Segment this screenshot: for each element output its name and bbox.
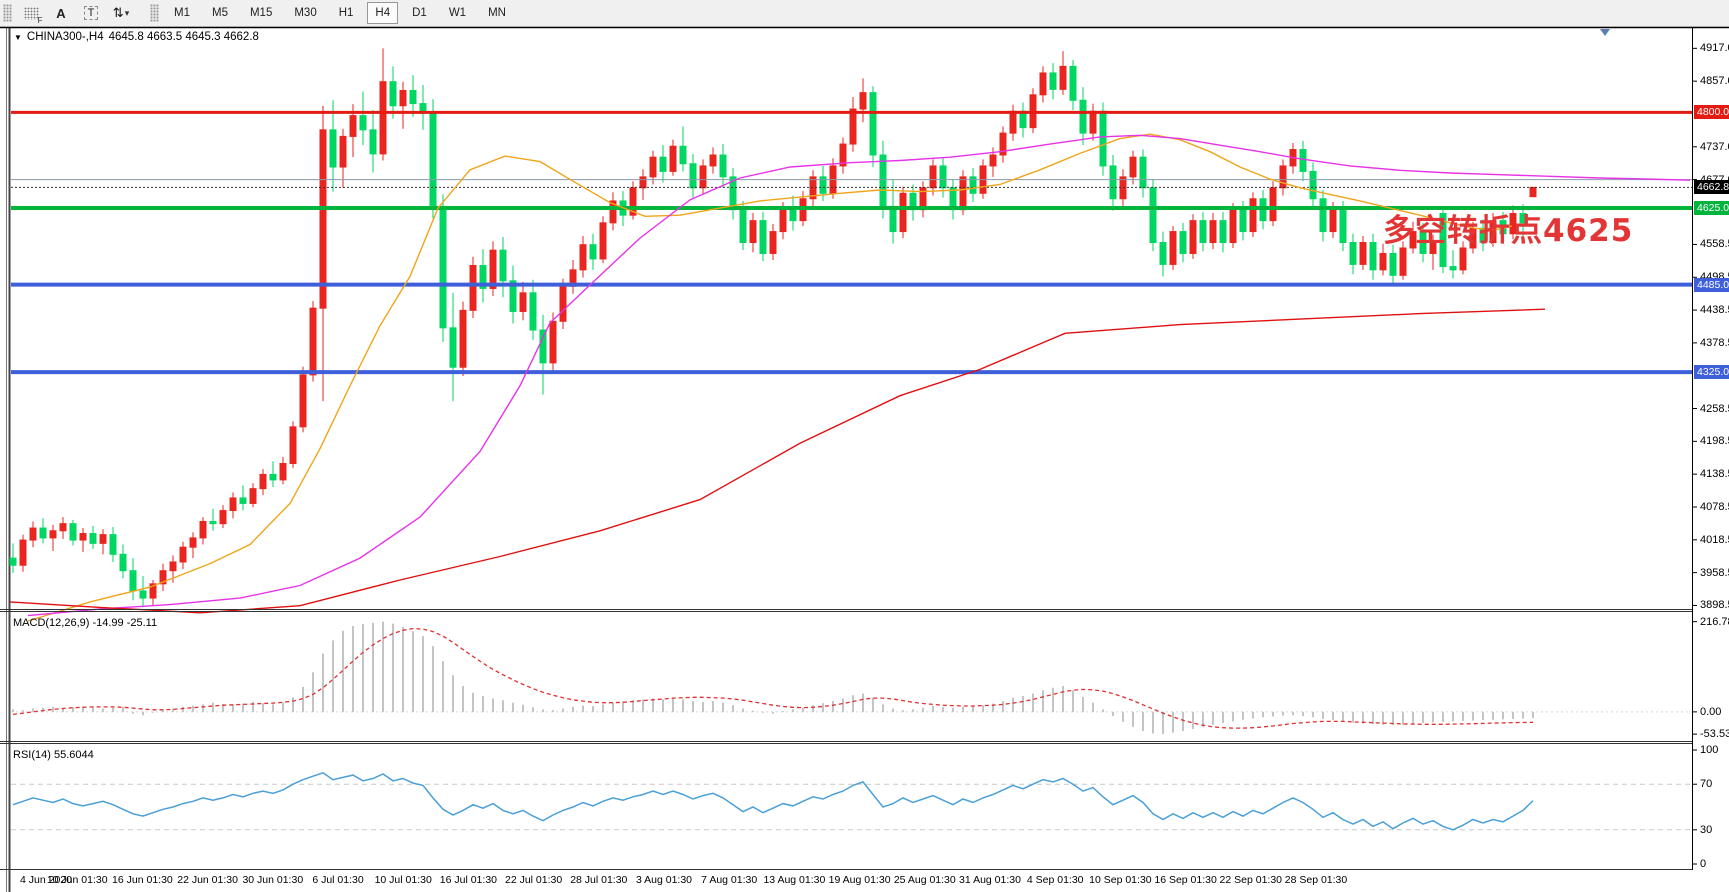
time-label-18: 16 Sep 01:30 (1154, 874, 1217, 886)
price-tag-4485.0: 4485.0 (1694, 277, 1729, 292)
rsi-indicator-label: RSI(14) 55.6044 (13, 749, 94, 761)
timeframe-button-d1[interactable]: D1 (412, 7, 427, 19)
time-label-11: 7 Aug 01:30 (701, 874, 758, 886)
horizontal-lines-layer (11, 110, 1692, 375)
toolbar-grip[interactable] (3, 4, 12, 22)
macd-tick-0.00: 0.00 (1700, 705, 1722, 718)
time-label-6: 10 Jul 01:30 (374, 874, 432, 886)
panel-separators (0, 27, 1693, 870)
price-tag-4325.0: 4325.0 (1694, 365, 1729, 380)
macd-signal-line (12, 627, 1534, 729)
rsi-tick-100: 100 (1700, 744, 1719, 757)
rsi-panel-layer (11, 771, 1692, 831)
time-label-19: 22 Sep 01:30 (1219, 874, 1283, 886)
price-tag-4662.8: 4662.8 (1694, 180, 1729, 195)
price-tick-4917: 4917.0 (1700, 42, 1729, 55)
ma-slow-red (9, 308, 1546, 614)
symbol-ohlc-quote: 4645.8 4663.5 4645.3 4662.8 (108, 31, 259, 43)
time-label-10: 3 Aug 01:30 (635, 874, 693, 886)
cursor-cycle-icon[interactable]: ⇅ ▾ (112, 5, 130, 20)
price-tag-4800.0: 4800.0 (1694, 105, 1729, 120)
time-label-7: 16 Jul 01:30 (439, 874, 497, 886)
timeframe-button-m5[interactable]: M5 (211, 7, 228, 19)
symbol-dropdown-icon[interactable]: ▼ (14, 32, 22, 42)
indicator-grid-icon[interactable]: F (18, 3, 44, 25)
timeframe-button-h4[interactable]: H4 (367, 2, 399, 24)
price-tag-4625.0: 4625.0 (1694, 201, 1729, 216)
timeframe-button-m1[interactable]: M1 (174, 7, 190, 19)
price-tick-4558.5: 4558.5 (1700, 238, 1729, 251)
price-tick-4378.5: 4378.5 (1700, 336, 1729, 349)
timeframe-button-w1[interactable]: W1 (448, 7, 467, 19)
dropdown-caret-icon[interactable]: ▾ (124, 7, 130, 18)
timeframe-button-h1[interactable]: H1 (338, 7, 354, 19)
timeframe-button-m15[interactable]: M15 (249, 7, 273, 19)
axis-ticks (1692, 47, 1697, 865)
chart-window[interactable]: ▼ CHINA300-,H4 4645.8 4663.5 4645.3 4662… (0, 27, 1729, 892)
timeframe-button-m30[interactable]: M30 (294, 7, 317, 19)
top-toolbar: F A T ⇅ ▾ M1 M5 M15 M30 H1 H4 D1 W1 MN (0, 0, 1729, 27)
rsi-tick-0: 0 (1700, 857, 1707, 870)
arrow-tool-icon[interactable]: A (56, 5, 66, 21)
chart-frame (0, 27, 1729, 892)
symbol-name: CHINA300-,H4 (26, 31, 104, 43)
time-label-1: 10 Jun 01:30 (46, 874, 108, 886)
ma-mid-magenta (27, 134, 1691, 617)
time-label-16: 4 Sep 01:30 (1026, 874, 1084, 886)
ma-fast-orange (27, 133, 1513, 622)
time-label-12: 13 Aug 01:30 (763, 874, 826, 886)
text-tool-icon[interactable]: T (78, 3, 104, 23)
price-tick-4078.5: 4078.5 (1700, 500, 1729, 513)
timeframe-button-mn[interactable]: MN (488, 7, 506, 19)
price-tick-4198.5: 4198.5 (1700, 435, 1729, 448)
price-tick-4018.5: 4018.5 (1700, 533, 1729, 546)
price-tick-4737: 4737.0 (1700, 140, 1729, 153)
chart-shift-marker-icon[interactable] (1600, 29, 1610, 36)
rsi-tick-70: 70 (1700, 778, 1713, 791)
indicator-grid-f-label: F (37, 15, 43, 25)
timeframe-bar: M1 M5 M15 M30 H1 H4 D1 W1 MN (163, 2, 517, 24)
price-tick-3958.5: 3958.5 (1700, 566, 1729, 579)
time-label-3: 22 Jun 01:30 (177, 874, 238, 886)
time-label-9: 28 Jul 01:30 (570, 874, 628, 886)
time-label-15: 31 Aug 01:30 (959, 874, 1021, 886)
macd-indicator-label: MACD(12,26,9) -14.99 -25.11 (13, 617, 158, 629)
price-tick-4138.5: 4138.5 (1700, 468, 1729, 481)
timeframe-toolbar-grip[interactable] (150, 4, 159, 22)
time-label-2: 16 Jun 01:30 (112, 874, 173, 886)
time-label-14: 25 Aug 01:30 (893, 874, 956, 886)
time-label-17: 10 Sep 01:30 (1089, 874, 1152, 886)
price-tick-4438.5: 4438.5 (1700, 304, 1729, 317)
rsi-line (12, 771, 1534, 831)
macd-tick--53.53: -53.53 (1700, 728, 1729, 741)
time-label-13: 19 Aug 01:30 (828, 874, 891, 886)
symbol-header[interactable]: ▼ CHINA300-,H4 4645.8 4663.5 4645.3 4662… (14, 31, 259, 43)
macd-tick-216.78: 216.78 (1700, 615, 1729, 628)
pivot-annotation-text: 多空转折点4625 (1383, 213, 1634, 249)
macd-panel-layer (11, 621, 1692, 735)
price-tick-4857: 4857.0 (1700, 75, 1729, 88)
time-label-4: 30 Jun 01:30 (242, 874, 304, 886)
time-label-20: 28 Sep 01:30 (1284, 874, 1348, 886)
time-label-5: 6 Jul 01:30 (312, 874, 364, 886)
time-label-0: 4 Jun 2020 (20, 874, 72, 886)
candles-layer (9, 48, 1537, 608)
chart-canvas[interactable] (0, 27, 1729, 892)
rsi-tick-30: 30 (1700, 823, 1713, 836)
price-tick-3898.5: 3898.5 (1700, 599, 1729, 612)
price-tick-4258.5: 4258.5 (1700, 402, 1729, 415)
time-label-8: 22 Jul 01:30 (504, 874, 563, 886)
